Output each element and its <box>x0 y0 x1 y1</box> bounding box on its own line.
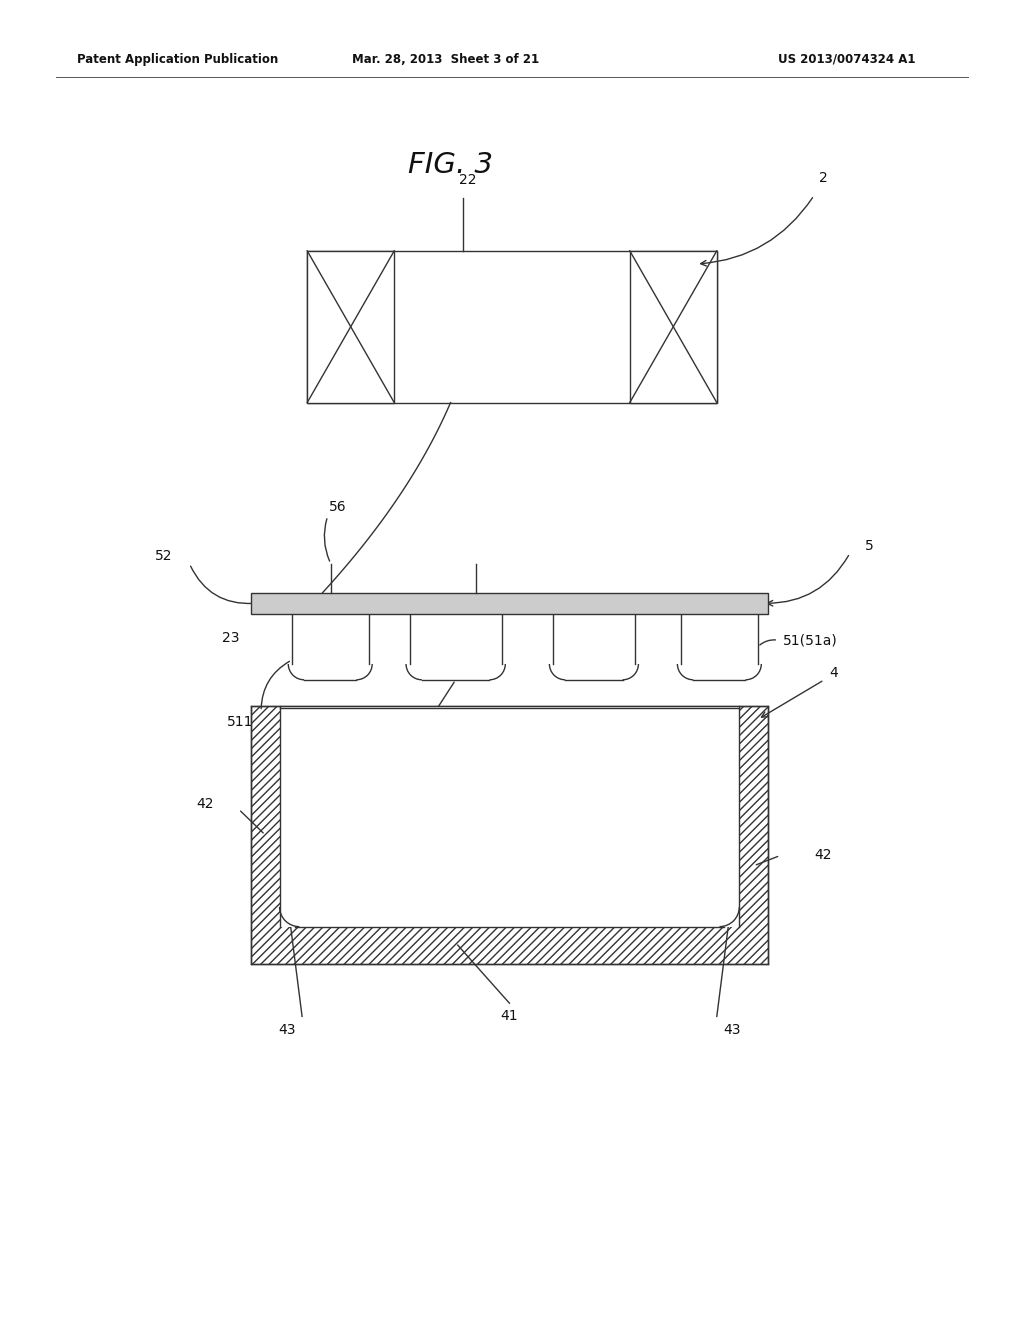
Text: 52: 52 <box>155 549 173 562</box>
Text: 56: 56 <box>329 500 347 513</box>
Bar <box>251 706 768 964</box>
Text: 5: 5 <box>865 540 874 553</box>
Bar <box>307 251 717 403</box>
Text: 22: 22 <box>459 173 477 187</box>
Bar <box>630 251 717 403</box>
Bar <box>280 706 739 927</box>
Text: Patent Application Publication: Patent Application Publication <box>77 53 279 66</box>
Text: 41: 41 <box>501 1010 518 1023</box>
Text: 43: 43 <box>278 1023 296 1036</box>
Text: 23: 23 <box>221 631 240 644</box>
Text: 511: 511 <box>227 715 254 729</box>
Bar <box>307 251 394 403</box>
Text: 42: 42 <box>196 797 214 810</box>
Text: 43: 43 <box>723 1023 741 1036</box>
Text: 51: 51 <box>400 739 419 752</box>
Text: 42: 42 <box>814 849 831 862</box>
Bar <box>251 593 768 614</box>
Text: Mar. 28, 2013  Sheet 3 of 21: Mar. 28, 2013 Sheet 3 of 21 <box>352 53 539 66</box>
Text: 4: 4 <box>829 667 839 680</box>
Text: 2: 2 <box>819 170 828 185</box>
Text: (51b): (51b) <box>391 763 428 776</box>
Text: US 2013/0074324 A1: US 2013/0074324 A1 <box>778 53 915 66</box>
Text: 51(51a): 51(51a) <box>783 634 838 647</box>
Text: FIG. 3: FIG. 3 <box>408 150 494 180</box>
